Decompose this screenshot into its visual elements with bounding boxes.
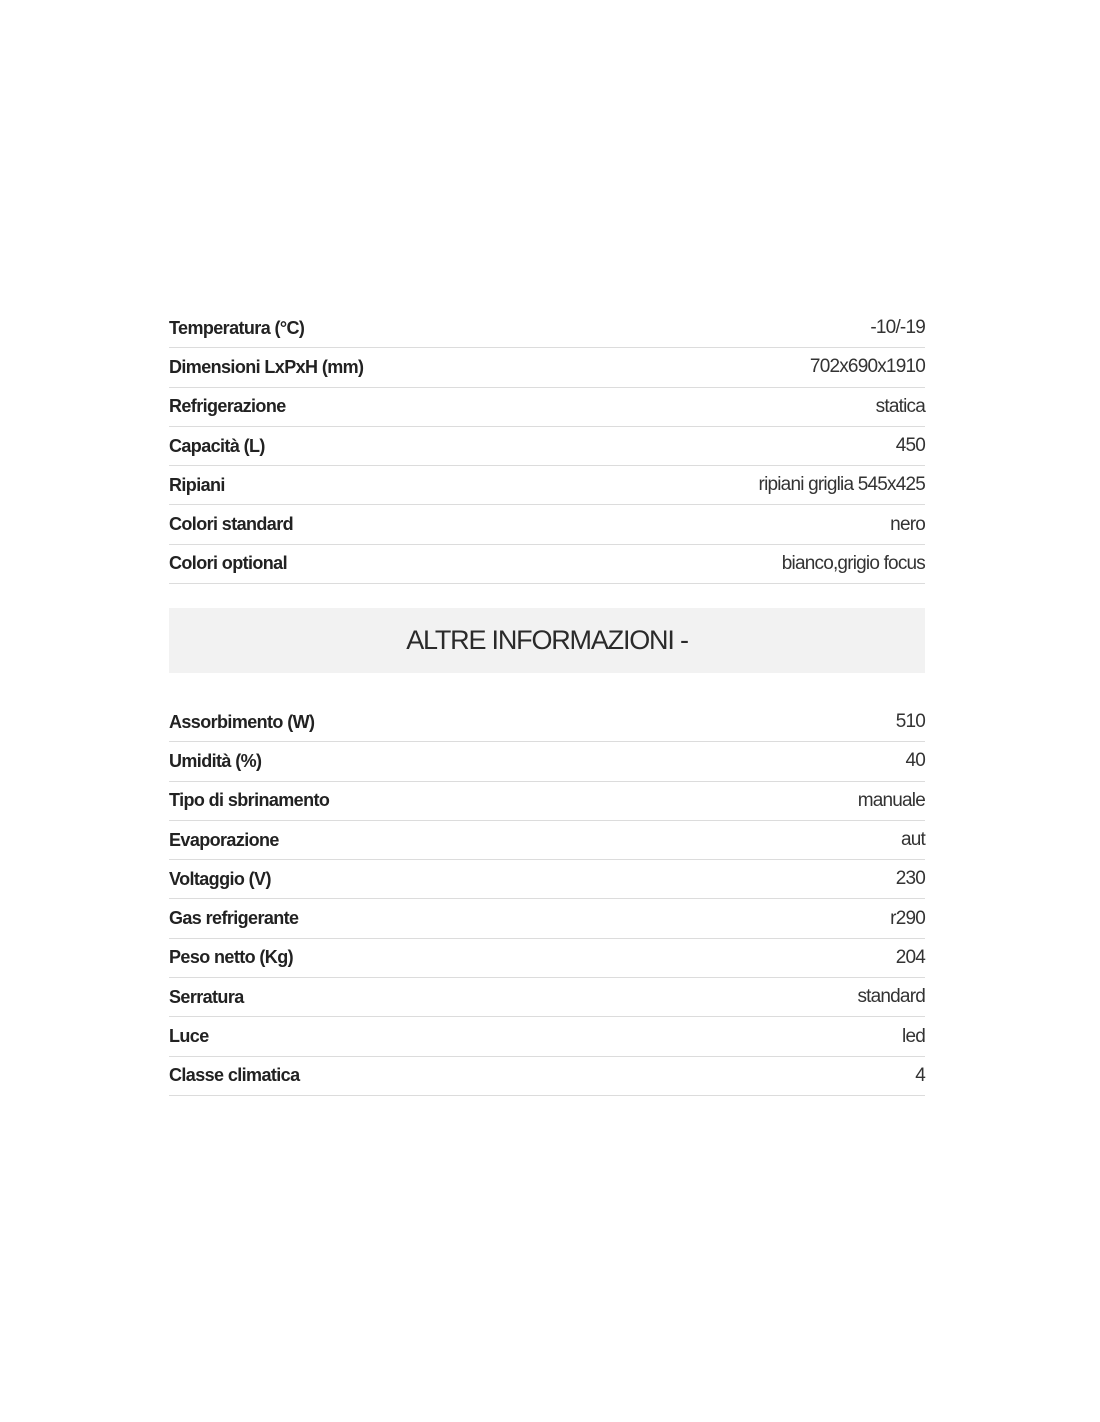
row-label: Luce xyxy=(169,1026,209,1047)
table-row: Voltaggio (V) 230 xyxy=(169,860,926,900)
table-row: Colori optional bianco,grigio focus xyxy=(169,545,926,585)
row-label: Evaporazione xyxy=(169,829,279,850)
table-row: Ripiani ripiani griglia 545x425 xyxy=(169,466,926,506)
row-label: Dimensioni LxPxH (mm) xyxy=(169,356,364,377)
table-row: Assorbimento (W) 510 xyxy=(169,703,926,743)
row-value: bianco,grigio focus xyxy=(781,552,926,574)
row-value: 40 xyxy=(905,750,925,772)
row-label: Classe climatica xyxy=(169,1065,300,1086)
table-row: Colori standard nero xyxy=(169,505,926,545)
row-label: Capacità (L) xyxy=(169,435,265,456)
row-value: nero xyxy=(890,513,926,535)
row-value: 702x690x1910 xyxy=(809,356,926,378)
row-value: 204 xyxy=(895,946,926,968)
row-label: Colori optional xyxy=(169,553,288,574)
row-value: led xyxy=(902,1025,926,1047)
row-label: Gas refrigerante xyxy=(169,908,299,929)
table-row: Evaporazione aut xyxy=(169,821,926,861)
row-value: -10/-19 xyxy=(870,317,925,339)
row-label: Assorbimento (W) xyxy=(169,711,315,732)
table-row: Classe climatica 4 xyxy=(169,1057,926,1096)
other-info-header: ALTRE INFORMAZIONI - xyxy=(169,608,925,673)
row-label: Refrigerazione xyxy=(169,396,286,417)
table-row: Gas refrigerante r290 xyxy=(169,899,926,939)
table-row: Tipo di sbrinamento manuale xyxy=(169,782,926,821)
row-label: Ripiani xyxy=(169,474,225,495)
row-label: Peso netto (Kg) xyxy=(169,947,294,968)
specs-table: Temperatura (°C) -10/-19 Dimensioni LxPxH … xyxy=(169,309,926,585)
row-label: Voltaggio (V) xyxy=(169,868,271,889)
row-value: 510 xyxy=(895,711,926,733)
table-row: Capacità (L) 450 xyxy=(169,427,926,467)
row-label: Temperatura (°C) xyxy=(169,317,305,338)
table-row: Serratura standard xyxy=(169,978,926,1018)
row-label: Serratura xyxy=(169,986,244,1007)
row-value: ripiani griglia 545x425 xyxy=(758,474,926,496)
row-label: Colori standard xyxy=(169,514,294,535)
table-row: Temperatura (°C) -10/-19 xyxy=(169,309,926,349)
table-row: Dimensioni LxPxH (mm) 702x690x1910 xyxy=(169,348,926,388)
row-value: 230 xyxy=(895,868,926,890)
other-info-table: Assorbimento (W) 510 Umidità (%) 40 Tipo di … xyxy=(169,703,926,1096)
row-value: aut xyxy=(900,829,926,851)
table-row: Refrigerazione statica xyxy=(169,388,926,427)
row-value: standard xyxy=(857,986,925,1008)
row-label: Tipo di sbrinamento xyxy=(169,790,330,811)
row-label: Umidità (%) xyxy=(169,750,262,771)
row-value: manuale xyxy=(857,789,926,811)
other-info-title: ALTRE INFORMAZIONI - xyxy=(406,625,689,655)
row-value: statica xyxy=(875,395,926,417)
row-value: 450 xyxy=(895,435,926,457)
row-value: r290 xyxy=(890,907,926,929)
table-row: Umidità (%) 40 xyxy=(169,742,926,782)
row-value: 4 xyxy=(915,1064,926,1086)
table-row: Peso netto (Kg) 204 xyxy=(169,939,926,979)
table-row: Luce led xyxy=(169,1017,926,1057)
